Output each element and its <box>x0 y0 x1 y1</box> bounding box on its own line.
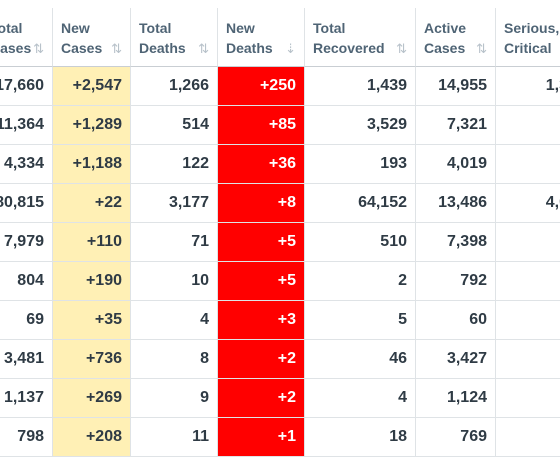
table-cell-new-deaths: +3 <box>218 301 305 340</box>
column-header-label: New Cases <box>61 20 103 56</box>
table-cell-total-cases: 80,815 <box>0 184 53 223</box>
table-cell-total-deaths: 9 <box>131 379 218 418</box>
sort-icon[interactable]: ⇅ <box>111 41 122 56</box>
table-cell-total-recovered: 18 <box>305 418 416 457</box>
sort-desc-icon[interactable]: ⇣ <box>285 41 296 56</box>
column-header-label: New Deaths <box>226 20 273 56</box>
column-header-total-cases[interactable]: Total Cases⇅ <box>0 8 53 67</box>
column-header-active-cases[interactable]: Active Cases ⇅ <box>416 8 496 67</box>
table-cell-active-cases: 13,486 <box>416 184 496 223</box>
table-cell-new-deaths: +85 <box>218 106 305 145</box>
table-cell-active-cases: 1,124 <box>416 379 496 418</box>
table-cell-new-deaths: +5 <box>218 223 305 262</box>
table-cell-total-cases: 3,481 <box>0 340 53 379</box>
column-header-serious-critical[interactable]: Serious, Critical <box>496 8 560 67</box>
table-cell-total-deaths: 514 <box>131 106 218 145</box>
table-cell-new-cases: +269 <box>53 379 131 418</box>
sort-icon[interactable]: ⇅ <box>198 41 209 56</box>
column-header-label: Total Recovered <box>313 20 385 56</box>
sort-icon[interactable]: ⇅ <box>476 41 487 56</box>
table-cell-total-recovered: 193 <box>305 145 416 184</box>
table-cell-new-deaths: +1 <box>218 418 305 457</box>
table-cell-total-deaths: 71 <box>131 223 218 262</box>
table-cell-new-deaths: +5 <box>218 262 305 301</box>
table-cell-total-deaths: 3,177 <box>131 184 218 223</box>
table-cell-new-cases: +35 <box>53 301 131 340</box>
sort-icon[interactable]: ⇅ <box>33 41 44 56</box>
table-cell-serious-critical <box>496 301 560 340</box>
column-header-label: Total Cases <box>0 20 32 56</box>
table-cell-new-cases: +22 <box>53 184 131 223</box>
table-cell-new-deaths: +36 <box>218 145 305 184</box>
table-cell-serious-critical <box>496 106 560 145</box>
table-cell-new-cases: +208 <box>53 418 131 457</box>
table-cell-total-recovered: 46 <box>305 340 416 379</box>
table-cell-total-recovered: 1,439 <box>305 67 416 106</box>
table-cell-new-cases: +1,289 <box>53 106 131 145</box>
table-cell-total-recovered: 5 <box>305 301 416 340</box>
table-cell-active-cases: 769 <box>416 418 496 457</box>
table-cell-total-deaths: 8 <box>131 340 218 379</box>
table-cell-total-cases: 7,979 <box>0 223 53 262</box>
column-header-new-cases[interactable]: New Cases ⇅ <box>53 8 131 67</box>
column-header-total-deaths[interactable]: Total Deaths ⇅ <box>131 8 218 67</box>
table-cell-new-deaths: +2 <box>218 379 305 418</box>
table-cell-new-deaths: +250 <box>218 67 305 106</box>
table-cell-serious-critical: 4,0 <box>496 184 560 223</box>
table-cell-total-deaths: 4 <box>131 301 218 340</box>
table-cell-total-recovered: 3,529 <box>305 106 416 145</box>
table-cell-total-cases: 17,660 <box>0 67 53 106</box>
sort-icon[interactable]: ⇅ <box>396 41 407 56</box>
table-cell-serious-critical <box>496 223 560 262</box>
table-cell-total-cases: 798 <box>0 418 53 457</box>
table-cell-active-cases: 14,955 <box>416 67 496 106</box>
table-cell-total-deaths: 10 <box>131 262 218 301</box>
column-header-label: Total Deaths <box>139 20 186 56</box>
column-header-label: Serious, Critical <box>504 20 560 56</box>
table-cell-active-cases: 3,427 <box>416 340 496 379</box>
table-cell-new-cases: +190 <box>53 262 131 301</box>
table-cell-active-cases: 4,019 <box>416 145 496 184</box>
table-cell-new-cases: +2,547 <box>53 67 131 106</box>
table-cell-serious-critical <box>496 340 560 379</box>
table-cell-new-cases: +736 <box>53 340 131 379</box>
table-cell-total-deaths: 1,266 <box>131 67 218 106</box>
table-cell-new-cases: +1,188 <box>53 145 131 184</box>
table-cell-total-cases: 1,137 <box>0 379 53 418</box>
table-cell-serious-critical <box>496 262 560 301</box>
table-cell-serious-critical: 1,3 <box>496 67 560 106</box>
table-cell-total-cases: 11,364 <box>0 106 53 145</box>
table-cell-new-deaths: +8 <box>218 184 305 223</box>
table-cell-serious-critical <box>496 418 560 457</box>
table-cell-active-cases: 7,321 <box>416 106 496 145</box>
table-cell-new-deaths: +2 <box>218 340 305 379</box>
table-cell-active-cases: 60 <box>416 301 496 340</box>
table-cell-total-deaths: 122 <box>131 145 218 184</box>
column-header-new-deaths[interactable]: New Deaths ⇣ <box>218 8 305 67</box>
table-cell-total-recovered: 4 <box>305 379 416 418</box>
table-cell-total-cases: 69 <box>0 301 53 340</box>
table-cell-serious-critical <box>496 379 560 418</box>
column-header-total-recovered[interactable]: Total Recovered ⇅ <box>305 8 416 67</box>
table-cell-serious-critical: 1 <box>496 145 560 184</box>
column-header-label: Active Cases <box>424 20 467 56</box>
table-cell-new-cases: +110 <box>53 223 131 262</box>
table-cell-total-recovered: 510 <box>305 223 416 262</box>
table-cell-total-recovered: 64,152 <box>305 184 416 223</box>
table-cell-active-cases: 7,398 <box>416 223 496 262</box>
table-cell-total-cases: 804 <box>0 262 53 301</box>
table-cell-total-deaths: 11 <box>131 418 218 457</box>
table-cell-total-recovered: 2 <box>305 262 416 301</box>
table-cell-total-cases: 4,334 <box>0 145 53 184</box>
table-cell-active-cases: 792 <box>416 262 496 301</box>
